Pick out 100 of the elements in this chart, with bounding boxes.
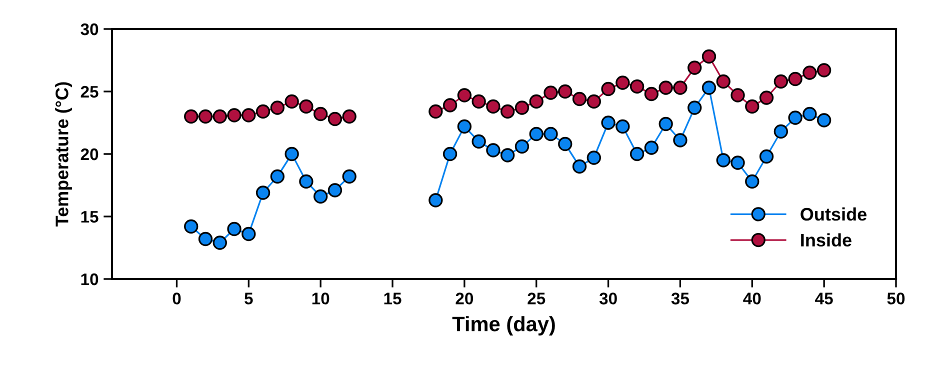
point	[572, 92, 587, 106]
point	[328, 112, 342, 126]
x-tick-label: 10	[312, 292, 330, 304]
point	[816, 63, 832, 78]
y-axis-title: Temperature (°C)	[55, 82, 72, 226]
point	[774, 124, 788, 139]
point	[514, 139, 530, 154]
legend-label: Inside	[801, 233, 852, 247]
y-tick-label: 15	[81, 211, 98, 223]
point	[442, 146, 458, 162]
x-tick-label: 5	[244, 292, 253, 304]
y-tick-label: 30	[80, 23, 98, 36]
point	[544, 126, 558, 142]
point	[630, 79, 644, 94]
point	[730, 88, 745, 102]
point	[558, 136, 572, 152]
point	[256, 186, 270, 200]
point	[270, 100, 285, 115]
point	[184, 109, 198, 124]
point	[457, 119, 472, 134]
point	[184, 219, 198, 234]
point	[788, 72, 802, 86]
point	[544, 86, 558, 100]
point	[500, 148, 515, 162]
point	[644, 86, 659, 102]
point	[428, 193, 443, 208]
point	[774, 74, 788, 89]
point	[284, 94, 299, 109]
point	[716, 153, 730, 168]
point	[198, 109, 213, 124]
x-tick-label: 0	[172, 292, 181, 304]
point	[759, 149, 774, 164]
point	[673, 80, 688, 95]
x-tick-label: 50	[887, 292, 905, 304]
point	[256, 104, 270, 119]
point	[486, 143, 500, 158]
point	[328, 183, 342, 198]
point	[270, 169, 285, 184]
legend-label: Outside	[800, 207, 866, 221]
point	[514, 100, 530, 115]
point	[816, 113, 832, 128]
point	[299, 99, 314, 114]
x-tick-label: 40	[743, 292, 761, 304]
point	[658, 116, 673, 132]
point	[586, 150, 601, 165]
point	[529, 126, 544, 142]
point	[702, 49, 716, 64]
point	[198, 232, 213, 246]
x-tick-label: 20	[456, 292, 474, 304]
point	[745, 99, 760, 114]
point	[442, 98, 458, 112]
point	[601, 82, 616, 96]
point	[688, 60, 702, 75]
point	[630, 146, 644, 162]
x-tick-label: 15	[384, 292, 402, 304]
point	[745, 174, 760, 189]
point	[227, 222, 242, 236]
x-tick-label: 35	[671, 292, 690, 304]
point	[759, 90, 774, 105]
point	[688, 100, 702, 115]
y-tick-label: 25	[80, 86, 98, 98]
point	[486, 99, 500, 114]
point	[673, 133, 688, 148]
point	[299, 174, 314, 189]
point	[314, 189, 328, 204]
point	[457, 88, 472, 102]
point	[558, 84, 572, 99]
point	[227, 108, 242, 122]
point	[802, 66, 817, 80]
x-tick-label: 30	[599, 292, 617, 304]
point	[730, 156, 745, 170]
y-tick-label: 20	[80, 148, 98, 160]
point	[500, 104, 515, 119]
x-tick-label: 45	[815, 292, 833, 304]
point	[716, 74, 730, 89]
x-tick-label: 25	[528, 292, 546, 304]
point	[644, 140, 659, 155]
point	[702, 80, 716, 95]
point	[212, 236, 227, 250]
point	[529, 94, 544, 109]
point	[616, 76, 630, 90]
point	[802, 106, 817, 122]
point	[586, 94, 601, 109]
point	[242, 226, 256, 242]
point	[572, 159, 587, 174]
point	[616, 119, 630, 134]
point	[342, 169, 356, 184]
point	[601, 116, 616, 130]
point	[242, 108, 256, 122]
point	[472, 94, 486, 109]
point	[658, 80, 673, 95]
x-axis-title: Time (day)	[452, 316, 555, 336]
point	[212, 109, 227, 124]
point	[428, 104, 443, 119]
y-tick-label: 10	[81, 273, 98, 286]
point	[284, 146, 299, 162]
point	[342, 109, 356, 124]
point	[472, 134, 486, 149]
point	[314, 106, 328, 122]
point	[788, 110, 802, 125]
